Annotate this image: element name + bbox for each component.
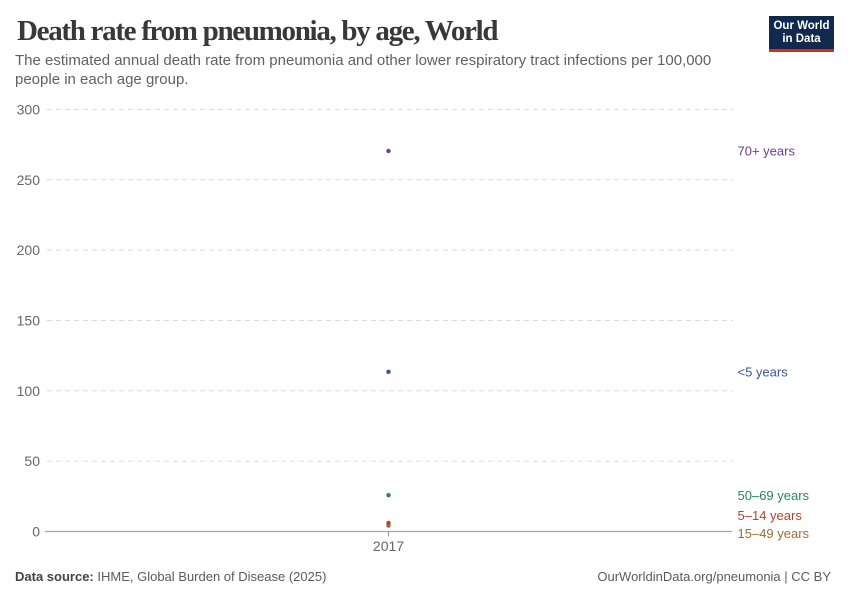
svg-text:2017: 2017 bbox=[373, 538, 404, 554]
svg-text:100: 100 bbox=[17, 383, 41, 399]
svg-text:50: 50 bbox=[24, 453, 40, 469]
svg-text:15–49 years: 15–49 years bbox=[738, 526, 810, 541]
svg-text:300: 300 bbox=[17, 101, 41, 117]
svg-text:<5 years: <5 years bbox=[738, 364, 789, 379]
svg-text:150: 150 bbox=[17, 313, 41, 329]
svg-text:5–14 years: 5–14 years bbox=[738, 508, 803, 523]
svg-text:0: 0 bbox=[32, 524, 40, 540]
svg-text:70+ years: 70+ years bbox=[738, 144, 796, 159]
svg-text:200: 200 bbox=[17, 242, 41, 258]
svg-text:250: 250 bbox=[17, 172, 41, 188]
svg-text:50–69 years: 50–69 years bbox=[738, 488, 810, 503]
